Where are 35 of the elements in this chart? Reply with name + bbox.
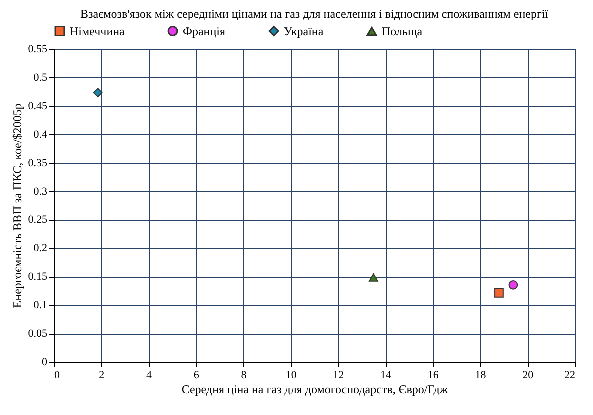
y-tick-label: 0.35	[28, 157, 48, 170]
x-tick-label: 14	[380, 370, 392, 382]
x-tick-label: 4	[146, 370, 152, 382]
legend-label: Німеччина	[70, 24, 126, 38]
y-tick-label: 0.3	[34, 186, 48, 198]
x-tick-label: 8	[241, 370, 248, 382]
y-tick-label: 0.4	[34, 128, 48, 141]
x-tick-label: 6	[194, 370, 200, 382]
legend-label: Польща	[382, 24, 424, 39]
y-tick-label: 0.15	[28, 271, 48, 284]
x-axis-title: Середня ціна на газ для домогосподарств, Євро/Гдж	[182, 382, 449, 396]
y-tick-label: 0.05	[28, 328, 48, 340]
point	[494, 288, 504, 298]
y-tick-label: 0.5	[34, 72, 48, 84]
chart-title: Взаємозв'язок між середніми цінами на газ для населення і відносним споживанням енергії	[80, 7, 550, 21]
y-axis-title: Енергоємність ВВП за ПКС, кое/$2005р	[10, 104, 24, 308]
legend-label: Україна	[284, 24, 324, 38]
y-tick-label: 0.25	[28, 214, 48, 226]
y-tick-label: 0.2	[34, 242, 48, 255]
point	[508, 280, 518, 290]
x-tick-label: 12	[333, 370, 344, 382]
legend-label: Франція	[183, 24, 226, 38]
x-tick-label: 22	[564, 370, 576, 382]
x-tick-label: 20	[522, 370, 534, 382]
y-tick-label: 0.1	[34, 300, 48, 312]
x-tick-label: 16	[428, 370, 440, 382]
point	[93, 88, 103, 98]
x-tick-label: 2	[99, 370, 105, 382]
point	[369, 274, 378, 282]
y-tick-label: 0	[42, 356, 48, 368]
x-tick-label: 18	[475, 370, 487, 382]
x-tick-label: 10	[286, 370, 298, 382]
y-tick-label: 0.55	[28, 44, 48, 56]
y-tick-label: 0.45	[28, 100, 48, 112]
x-tick-label: 0	[54, 370, 60, 382]
